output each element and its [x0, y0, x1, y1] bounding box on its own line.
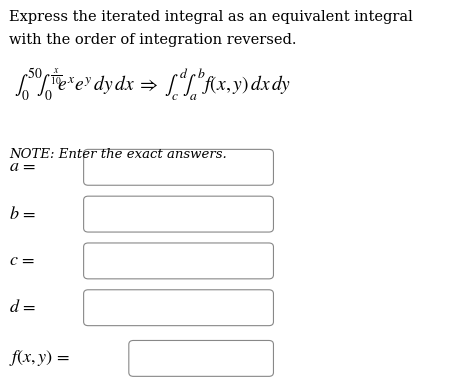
FancyBboxPatch shape [83, 196, 273, 232]
Text: $a\,=$: $a\,=$ [9, 159, 36, 176]
Text: $b\,=$: $b\,=$ [9, 206, 36, 223]
FancyBboxPatch shape [83, 149, 273, 185]
Text: $c\,=$: $c\,=$ [9, 253, 35, 269]
FancyBboxPatch shape [129, 340, 273, 376]
FancyBboxPatch shape [83, 243, 273, 279]
Text: $f(x,y)\,=$: $f(x,y)\,=$ [9, 348, 70, 369]
FancyBboxPatch shape [83, 290, 273, 326]
Text: $\int_0^{50}\!\!\int_0^{\frac{x}{10}}\!\! e^x e^y\,dy\,dx\;\Rightarrow\;\int_c^{: $\int_0^{50}\!\!\int_0^{\frac{x}{10}}\!\… [14, 66, 290, 103]
Text: NOTE: Enter the exact answers.: NOTE: Enter the exact answers. [9, 148, 226, 161]
Text: Express the iterated integral as an equivalent integral: Express the iterated integral as an equi… [9, 10, 412, 24]
Text: $d\,=$: $d\,=$ [9, 299, 36, 316]
Text: with the order of integration reversed.: with the order of integration reversed. [9, 33, 296, 47]
